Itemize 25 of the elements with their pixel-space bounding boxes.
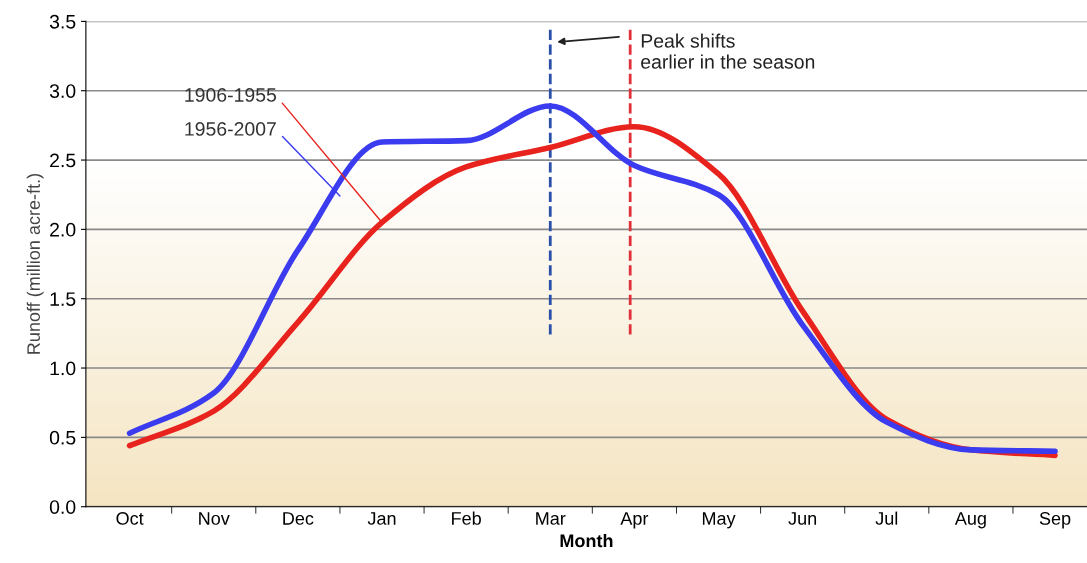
y-axis-title: Runoff (million acre-ft.)	[26, 174, 44, 354]
y-tick-label: 1.5	[50, 292, 76, 306]
y-tick-label: 0.5	[49, 430, 76, 445]
y-tick-label: 2.5	[50, 153, 76, 168]
y-tick-label: 3.0	[49, 84, 76, 98]
text: 1906-1955	[185, 88, 277, 102]
x-tick-label: Nov	[199, 512, 230, 525]
x-tick-label: Jun	[788, 512, 817, 525]
x-tick-label: Jul	[875, 511, 898, 525]
x-tick-label: Mar	[536, 512, 566, 525]
x-tick-label: Feb	[452, 511, 481, 525]
x-tick-label: May	[702, 512, 736, 529]
y-tick-label: 1.0	[50, 361, 76, 376]
x-tick-label: Oct	[116, 512, 144, 525]
x-tick-label: Dec	[283, 512, 314, 525]
y-tick-label: 0.0	[49, 500, 76, 514]
x-axis-title: Month	[560, 533, 613, 548]
y-tick-label: 2.0	[50, 222, 76, 237]
text: 1956-2007	[185, 122, 276, 136]
x-tick-label: Sep	[1039, 512, 1071, 529]
annotation: Peak shifts earlier in the season	[641, 33, 815, 69]
y-tick-label: 3.5	[49, 14, 76, 29]
x-tick-label: Aug	[954, 512, 986, 529]
x-tick-label: Jan	[367, 512, 396, 525]
x-tick-label: Apr	[620, 512, 649, 529]
